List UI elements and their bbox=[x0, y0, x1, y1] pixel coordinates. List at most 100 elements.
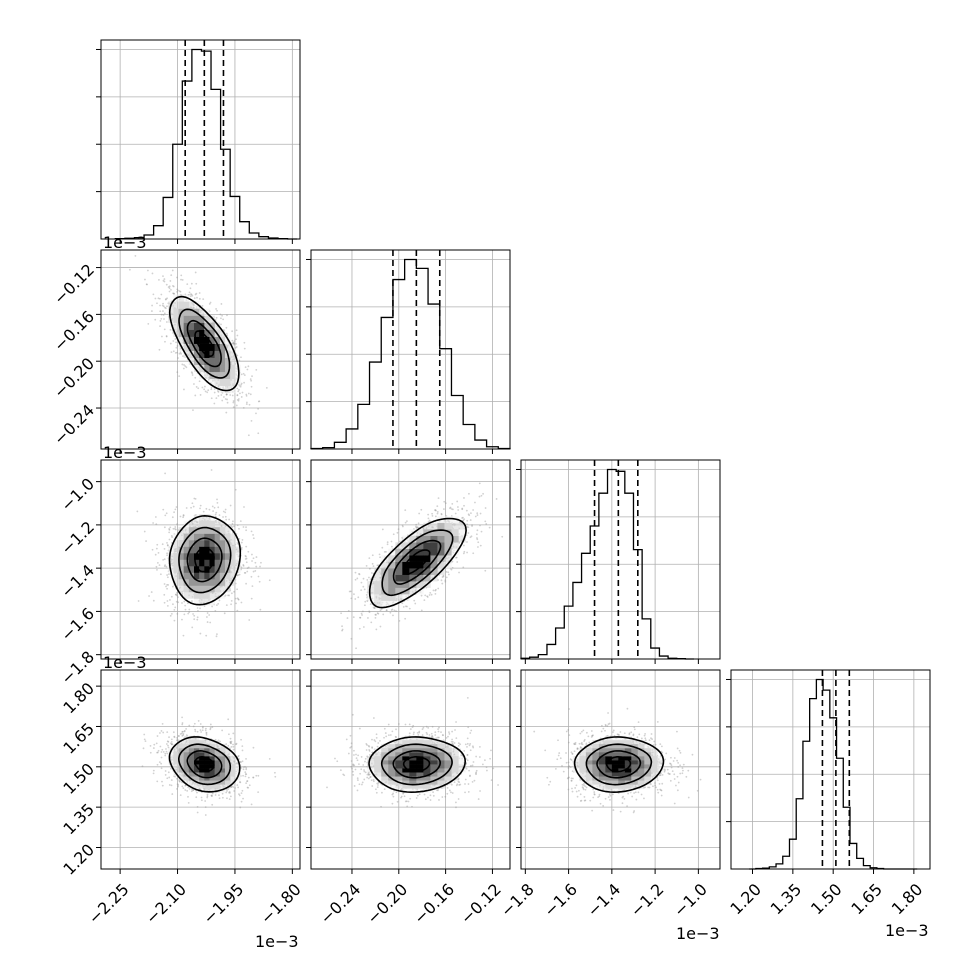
sample-point bbox=[245, 757, 247, 760]
sample-point bbox=[471, 525, 473, 527]
sample-point bbox=[251, 585, 254, 588]
sample-point bbox=[238, 388, 240, 391]
density-cell bbox=[437, 561, 445, 569]
sample-point bbox=[434, 589, 437, 592]
sample-point bbox=[181, 592, 184, 595]
sample-point bbox=[181, 730, 184, 733]
sample-point bbox=[183, 729, 186, 732]
density-cell bbox=[374, 568, 382, 575]
sample-point bbox=[420, 594, 423, 597]
sample-point bbox=[176, 288, 179, 291]
sample-point bbox=[368, 610, 371, 613]
density-cell bbox=[430, 535, 438, 543]
density-cell bbox=[235, 559, 241, 567]
sample-point bbox=[205, 634, 208, 637]
sample-point bbox=[206, 621, 209, 623]
sample-point bbox=[190, 506, 192, 509]
density-cell bbox=[204, 546, 210, 554]
sample-point bbox=[406, 605, 408, 608]
sample-point bbox=[163, 278, 166, 280]
sample-point bbox=[181, 618, 183, 621]
density-cell bbox=[193, 559, 200, 567]
sample-point bbox=[164, 472, 167, 475]
sample-point bbox=[368, 567, 371, 570]
sample-point bbox=[230, 603, 232, 606]
sample-point bbox=[152, 522, 155, 524]
density-cell bbox=[214, 572, 221, 580]
sample-point bbox=[243, 571, 246, 574]
sample-point bbox=[214, 610, 217, 612]
sample-point bbox=[482, 492, 484, 495]
sample-point bbox=[235, 329, 238, 332]
sample-point bbox=[196, 607, 199, 609]
sample-point bbox=[349, 590, 352, 593]
density-cell bbox=[204, 565, 210, 573]
sample-point bbox=[168, 538, 171, 541]
contour-line bbox=[392, 539, 442, 585]
sample-point bbox=[204, 390, 207, 393]
sample-point bbox=[224, 398, 227, 400]
sample-point bbox=[209, 621, 212, 624]
density-cell bbox=[214, 364, 221, 373]
sample-point bbox=[478, 495, 481, 498]
sample-point bbox=[236, 394, 239, 397]
sample-point bbox=[240, 566, 243, 569]
density-cell bbox=[219, 329, 226, 337]
sample-point bbox=[206, 391, 209, 394]
sample-point bbox=[165, 750, 168, 753]
sample-point bbox=[268, 579, 271, 582]
sample-point bbox=[203, 388, 206, 391]
sample-point bbox=[199, 394, 202, 396]
density-cell bbox=[193, 565, 200, 573]
sample-point bbox=[213, 391, 216, 394]
sample-point bbox=[480, 530, 483, 533]
sample-point bbox=[170, 288, 172, 291]
density-cell bbox=[188, 533, 195, 541]
sample-point bbox=[211, 792, 214, 795]
sample-point bbox=[206, 795, 209, 798]
sample-point bbox=[463, 504, 465, 507]
sample-point bbox=[461, 508, 464, 511]
sample-point bbox=[162, 731, 165, 734]
sample-point bbox=[162, 310, 164, 312]
sample-point bbox=[257, 407, 260, 410]
sample-point bbox=[171, 536, 174, 539]
sample-point bbox=[136, 510, 139, 513]
sample-point bbox=[165, 743, 168, 745]
density-cell bbox=[199, 371, 205, 380]
sample-point bbox=[456, 561, 459, 563]
sample-point bbox=[210, 469, 213, 471]
density-cell bbox=[458, 522, 466, 530]
density-cell bbox=[204, 364, 210, 373]
density-cell bbox=[183, 553, 190, 560]
sample-point bbox=[430, 593, 433, 596]
panel-frame bbox=[100, 249, 301, 450]
sample-point bbox=[164, 564, 167, 567]
sample-point bbox=[244, 765, 246, 768]
density-cell bbox=[219, 565, 226, 573]
density-cell bbox=[444, 516, 452, 524]
sample-point bbox=[222, 318, 225, 321]
density-cell bbox=[193, 364, 200, 373]
sample-point bbox=[236, 354, 239, 357]
sample-point bbox=[245, 526, 247, 529]
sample-point bbox=[214, 513, 217, 516]
sample-point bbox=[155, 742, 158, 745]
sample-point bbox=[398, 619, 401, 622]
density-cell bbox=[204, 520, 210, 528]
sample-point bbox=[254, 570, 257, 572]
sample-point bbox=[477, 546, 479, 548]
sample-point bbox=[201, 725, 204, 728]
panel-frame bbox=[310, 459, 511, 660]
sample-point bbox=[476, 538, 479, 541]
sample-point bbox=[239, 392, 241, 395]
sample-point bbox=[474, 501, 476, 504]
density-cell bbox=[204, 322, 210, 330]
sample-point bbox=[225, 393, 228, 396]
density-cell bbox=[199, 540, 205, 547]
sample-point bbox=[246, 368, 249, 371]
sample-point bbox=[145, 283, 148, 286]
density-cell bbox=[430, 561, 438, 569]
sample-point bbox=[241, 539, 244, 541]
sample-point bbox=[243, 341, 246, 344]
